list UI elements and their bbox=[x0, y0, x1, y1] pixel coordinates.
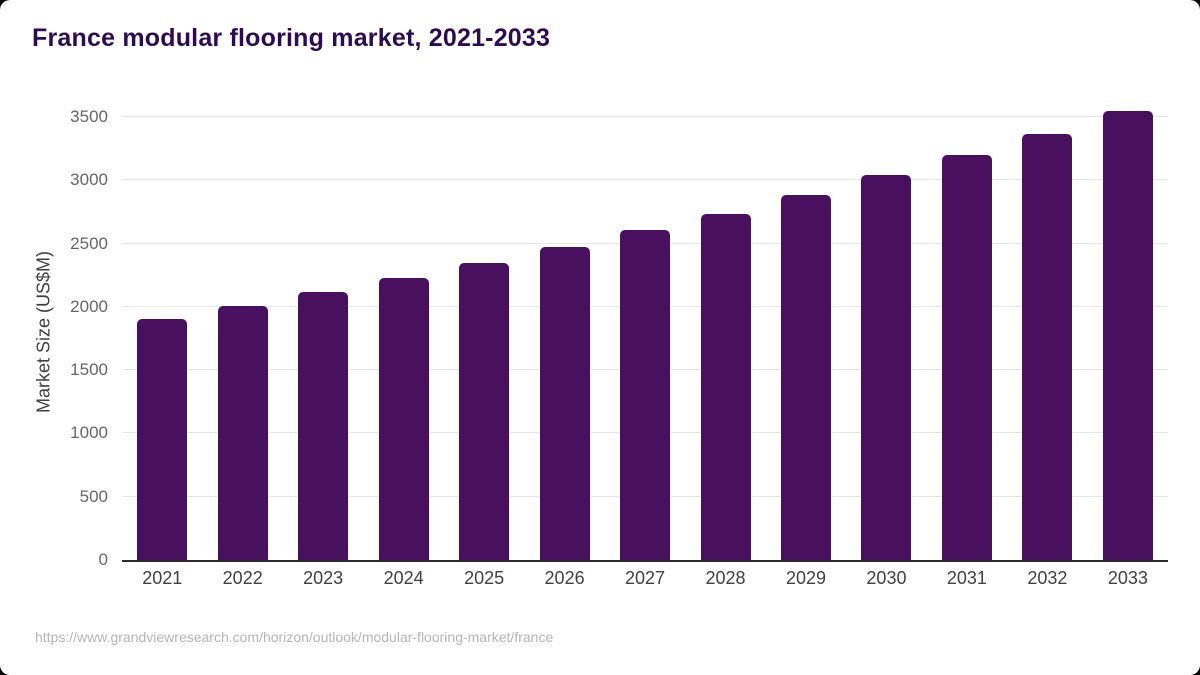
gridline-3000 bbox=[122, 179, 1168, 181]
bar-cell-2024 bbox=[363, 100, 443, 560]
bar-2025 bbox=[459, 263, 510, 560]
y-tick-label-1000: 1000 bbox=[70, 423, 108, 443]
y-tick-label-0: 0 bbox=[98, 550, 108, 569]
bar-2022 bbox=[217, 305, 268, 560]
bar-2024 bbox=[378, 277, 429, 560]
plot-area bbox=[122, 100, 1168, 562]
bar-2031 bbox=[941, 154, 992, 560]
bar-cell-2033 bbox=[1088, 100, 1168, 560]
chart-title: France modular flooring market, 2021-203… bbox=[32, 24, 551, 52]
bar-2030 bbox=[861, 175, 912, 560]
y-tick-label-3500: 3500 bbox=[70, 107, 108, 126]
bar-cell-2030 bbox=[846, 100, 926, 560]
bar-cell-2023 bbox=[283, 100, 363, 560]
x-tick-label-2033: 2033 bbox=[1107, 568, 1148, 588]
y-tick-label-2500: 2500 bbox=[70, 233, 108, 253]
x-tick-label-2024: 2024 bbox=[383, 568, 424, 588]
y-tick-label-3000: 3000 bbox=[70, 170, 108, 190]
bar-cell-2021 bbox=[122, 100, 202, 560]
x-tick-label-2027: 2027 bbox=[625, 568, 666, 588]
y-tick-label-2000: 2000 bbox=[70, 296, 108, 316]
bar-2033 bbox=[1102, 111, 1153, 560]
x-tick-label-2026: 2026 bbox=[544, 568, 585, 588]
bar-series bbox=[122, 100, 1168, 560]
bar-2023 bbox=[298, 292, 349, 560]
x-axis-tick-labels: 2021 2022 2023 2024 2025 2026 2027 2028 2029 2030… bbox=[122, 568, 1168, 589]
bar-cell-2028 bbox=[685, 100, 765, 560]
x-tick-label-2022: 2022 bbox=[222, 568, 263, 588]
bar-2032 bbox=[1022, 134, 1073, 560]
gridline-3500 bbox=[122, 116, 1168, 117]
bar-cell-2022 bbox=[202, 100, 282, 560]
x-axis-line bbox=[122, 560, 1168, 562]
x-tick-label-2021: 2021 bbox=[142, 568, 183, 588]
bar-2027 bbox=[620, 230, 671, 560]
y-axis-tick-labels: 0 500 1000 1500 2000 2500 3000 3500 bbox=[0, 100, 108, 569]
x-tick-label-2032: 2032 bbox=[1027, 568, 1068, 588]
x-tick-label-2030: 2030 bbox=[866, 568, 907, 588]
x-tick-label-2025: 2025 bbox=[464, 568, 505, 588]
x-tick-label-2031: 2031 bbox=[946, 568, 987, 588]
bar-2021 bbox=[137, 318, 188, 560]
bar-cell-2026 bbox=[524, 100, 604, 560]
bar-cell-2032 bbox=[1007, 100, 1087, 560]
bar-2028 bbox=[700, 213, 751, 560]
bar-cell-2027 bbox=[605, 100, 685, 560]
y-tick-label-1500: 1500 bbox=[70, 360, 108, 380]
x-tick-label-2029: 2029 bbox=[785, 568, 826, 588]
bar-cell-2029 bbox=[766, 100, 846, 560]
bar-2029 bbox=[780, 195, 831, 560]
bar-2026 bbox=[539, 247, 590, 560]
bar-cell-2025 bbox=[444, 100, 524, 560]
source-url: https://www.grandviewresearch.com/horizo… bbox=[35, 629, 554, 645]
bar-cell-2031 bbox=[927, 100, 1007, 560]
y-tick-label-500: 500 bbox=[79, 486, 108, 506]
x-tick-label-2028: 2028 bbox=[705, 568, 746, 588]
x-tick-label-2023: 2023 bbox=[303, 568, 344, 588]
